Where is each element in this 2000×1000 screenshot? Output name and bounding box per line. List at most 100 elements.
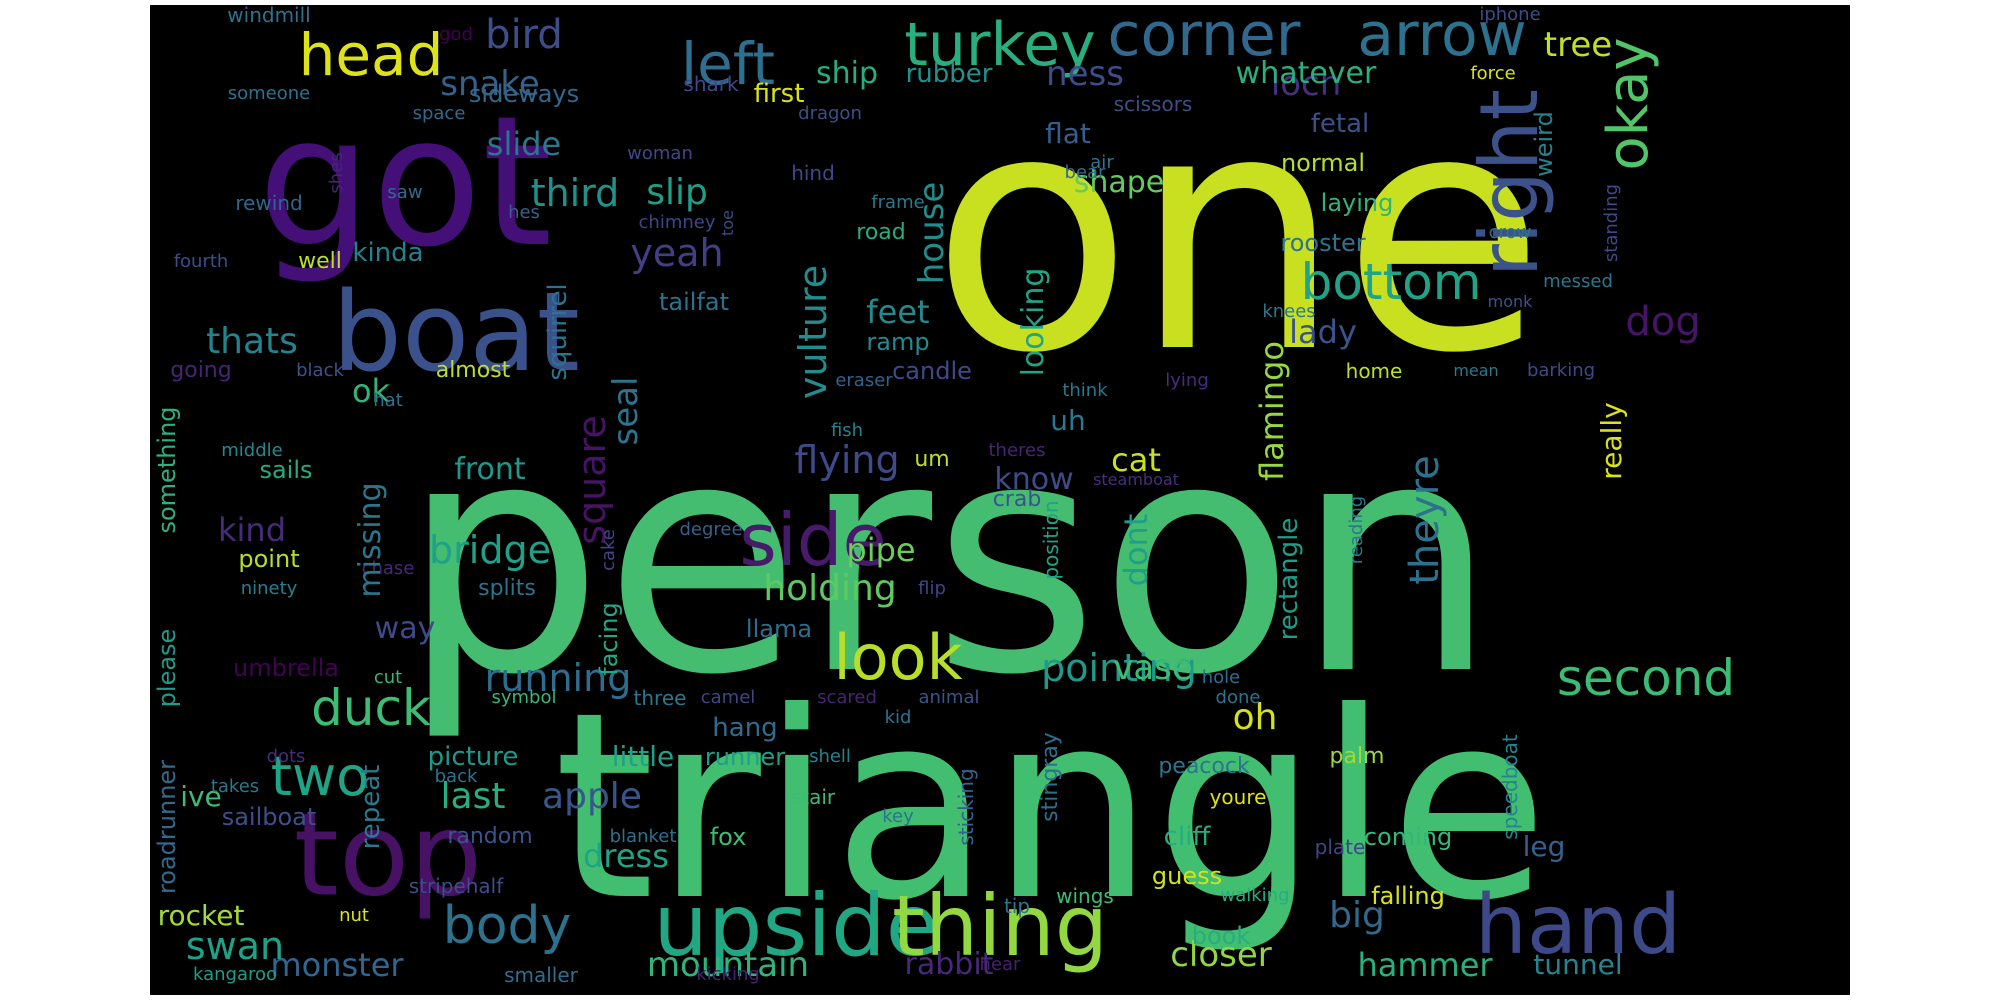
- cloud-word: barking: [1526, 360, 1596, 382]
- cloud-word: missing: [353, 481, 388, 598]
- cloud-word: chimney: [638, 211, 716, 233]
- cloud-word: tailfat: [658, 288, 730, 316]
- cloud-word: falling: [1371, 882, 1445, 910]
- cloud-word: second: [1556, 649, 1736, 708]
- cloud-word: ive: [180, 780, 222, 813]
- cloud-word: windmill: [227, 5, 311, 27]
- cloud-word: fourth: [173, 251, 229, 273]
- cloud-word: stripehalf: [408, 874, 504, 899]
- cloud-word: knees: [1262, 300, 1316, 322]
- cloud-word: standing: [1601, 183, 1622, 262]
- cloud-word: swan: [185, 923, 285, 968]
- cloud-word: position: [1039, 499, 1063, 580]
- cloud-word: look: [833, 621, 963, 695]
- cloud-word: seal: [606, 376, 646, 446]
- cloud-word: hat: [373, 390, 403, 411]
- cloud-word: hes: [508, 201, 540, 223]
- cloud-word: home: [1345, 359, 1403, 384]
- cloud-word: hand: [1474, 877, 1682, 973]
- cloud-word: yeah: [630, 230, 724, 275]
- cloud-word: flying: [794, 438, 900, 483]
- cloud-word: kid: [884, 706, 912, 728]
- cloud-word: flip: [918, 578, 946, 600]
- cloud-word: rabbit: [904, 947, 994, 983]
- cloud-word: dragon: [798, 102, 862, 124]
- cloud-word: oh: [1232, 696, 1278, 738]
- cloud-word: rooster: [1280, 228, 1366, 257]
- cloud-word: little: [611, 740, 675, 774]
- cloud-word: ramp: [866, 327, 930, 356]
- cloud-word: someone: [227, 83, 311, 105]
- cloud-word: sticking: [954, 768, 978, 846]
- cloud-word: ninety: [240, 578, 298, 600]
- cloud-word: weird: [1530, 110, 1558, 177]
- cloud-word: facing: [595, 601, 623, 676]
- cloud-word: force: [1470, 63, 1516, 85]
- cloud-word: coming: [1363, 822, 1453, 851]
- cloud-word: dress: [583, 837, 669, 876]
- cloud-word: thats: [206, 320, 298, 362]
- cloud-word: blanket: [609, 825, 677, 847]
- cloud-word: god: [439, 23, 473, 45]
- cloud-word: iphone: [1479, 5, 1541, 25]
- cloud-word: laying: [1320, 189, 1394, 217]
- cloud-word: tip: [1003, 893, 1031, 918]
- cloud-word: rectangle: [1274, 517, 1304, 641]
- cloud-word: leg: [1522, 829, 1566, 863]
- cloud-word: candle: [892, 357, 972, 386]
- cloud-word: nut: [339, 904, 369, 926]
- cloud-word: way: [374, 610, 436, 646]
- cloud-word: random: [447, 823, 533, 849]
- cloud-word: upside: [653, 875, 939, 976]
- cloud-word: plate: [1314, 834, 1366, 859]
- cloud-word: boat: [332, 267, 580, 396]
- cloud-word: symbol: [491, 687, 557, 708]
- cloud-word: side: [739, 497, 887, 582]
- cloud-word: kind: [217, 510, 287, 549]
- cloud-word: shes: [326, 152, 347, 194]
- cloud-word: shape: [1073, 165, 1165, 201]
- cloud-word: woman: [627, 142, 693, 164]
- cloud-word: monster: [270, 946, 404, 985]
- cloud-word: air: [1090, 152, 1114, 174]
- cloud-word: triangle: [553, 656, 1549, 957]
- cloud-word: whatever: [1235, 56, 1377, 92]
- cloud-word: degree: [679, 518, 743, 540]
- cloud-word: know: [994, 462, 1074, 498]
- cloud-word: hang: [712, 712, 778, 743]
- cloud-word: three: [633, 686, 687, 710]
- cloud-word: cake: [598, 528, 619, 571]
- cloud-word: slide: [486, 124, 562, 163]
- cloud-word: um: [914, 447, 950, 473]
- cloud-word: running: [484, 656, 632, 701]
- cloud-word: holding: [763, 568, 897, 610]
- cloud-word: third: [530, 171, 620, 216]
- cloud-word: vase: [1113, 648, 1193, 689]
- cloud-word: wings: [1056, 884, 1114, 908]
- cloud-word: left: [681, 30, 775, 99]
- cloud-word: sideways: [468, 80, 580, 109]
- cloud-word: pointing: [1041, 646, 1197, 691]
- cloud-word: kicking: [696, 964, 760, 986]
- cloud-word: please: [153, 628, 181, 708]
- cloud-word: fetal: [1310, 108, 1370, 139]
- cloud-word: scared: [817, 687, 877, 708]
- cloud-word: first: [753, 79, 805, 110]
- cloud-word: loch: [1270, 64, 1342, 105]
- cloud-word: cat: [1111, 441, 1161, 480]
- cloud-word: smaller: [504, 963, 578, 988]
- cloud-word: theres: [988, 439, 1046, 461]
- cloud-word: something: [153, 406, 181, 534]
- cloud-word: runner: [704, 743, 786, 772]
- cloud-word: tree: [1543, 24, 1613, 65]
- cloud-word: mountain: [646, 945, 810, 986]
- cloud-word: picture: [427, 742, 519, 773]
- cloud-word: toe: [718, 209, 737, 236]
- cloud-word: two: [270, 745, 370, 809]
- cloud-word: almost: [435, 358, 511, 384]
- cloud-word: road: [856, 219, 906, 245]
- cloud-word: sailboat: [221, 802, 317, 831]
- cloud-word: hole: [1201, 667, 1241, 689]
- cloud-word: last: [440, 776, 506, 817]
- cloud-word: flat: [1045, 116, 1091, 150]
